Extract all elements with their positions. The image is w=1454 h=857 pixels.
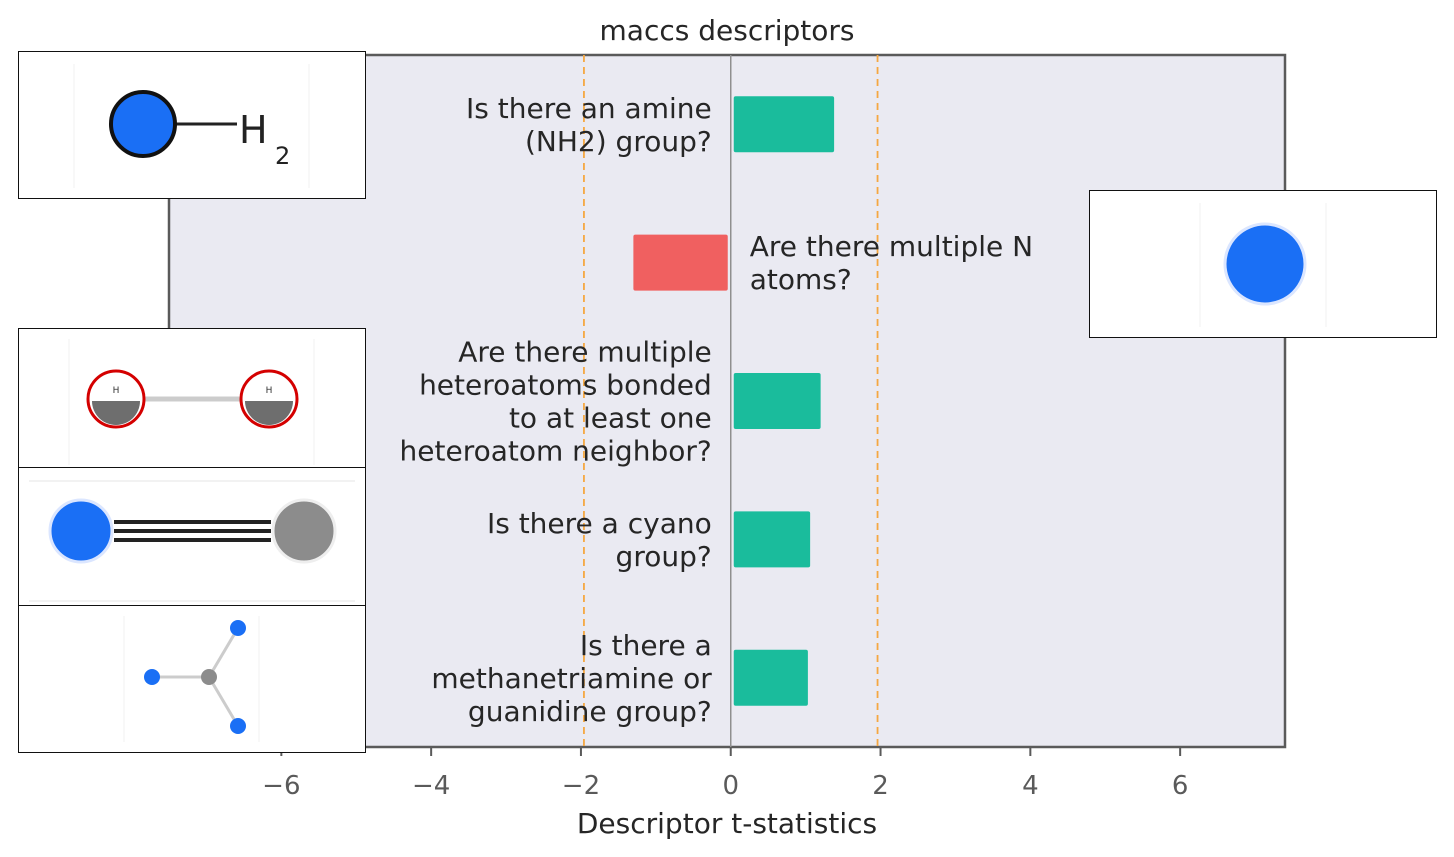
- chart-title: maccs descriptors: [600, 14, 855, 47]
- bars: [633, 96, 835, 706]
- hydrogen-atom-icon: H: [239, 369, 299, 429]
- x-axis-label: Descriptor t-statistics: [577, 807, 877, 840]
- molecule-image-nitrogen: [1089, 190, 1437, 338]
- hydrogen-atom-icon: H: [86, 369, 146, 429]
- molecule-image-cyano: [18, 467, 366, 606]
- x-tick-label: −4: [412, 771, 450, 801]
- nitrogen-atom-icon: [48, 498, 114, 564]
- hydrogen-label-right: H: [266, 386, 273, 396]
- nitrogen-atom-icon: [1223, 222, 1307, 306]
- hydrogen-label: H: [239, 108, 268, 152]
- x-axis-ticks: −6 −4 −2 0 2 4 6: [262, 747, 1188, 801]
- carbon-atom-icon: [201, 669, 217, 685]
- nitrogen-atom-icon: [109, 90, 177, 158]
- bar: [733, 511, 811, 568]
- x-tick-label: 6: [1172, 771, 1189, 801]
- bar-label: Is there a methanetriamine or guanidine gr…: [431, 629, 712, 728]
- bar: [633, 234, 728, 291]
- bar-label: Are there multiple heteroatoms bonded to a…: [400, 336, 712, 468]
- x-tick-label: −2: [562, 771, 600, 801]
- bar: [733, 373, 821, 429]
- x-tick-label: 0: [722, 771, 739, 801]
- bar-label: Is there an amine (NH2) group?: [466, 92, 712, 158]
- nitrogen-atom-icon: [230, 718, 246, 734]
- bar-label: Is there a cyano group?: [487, 507, 712, 573]
- molecule-image-amine: H 2: [18, 51, 366, 199]
- molecule-image-methanetriamine: [18, 605, 366, 753]
- molecule-image-hydrogen-pair: H H: [18, 328, 366, 469]
- x-tick-label: 4: [1022, 771, 1039, 801]
- bar: [733, 96, 835, 153]
- reference-lines: [583, 55, 879, 747]
- carbon-atom-icon: [271, 498, 337, 564]
- nitrogen-atom-icon: [144, 669, 160, 685]
- x-tick-label: 2: [872, 771, 889, 801]
- x-tick-label: −6: [262, 771, 300, 801]
- nitrogen-atom-icon: [230, 620, 246, 636]
- hydrogen-label-left: H: [113, 386, 120, 396]
- bar-labels: Is there an amine (NH2) group? Are there m…: [400, 92, 1034, 728]
- hydrogen-subscript: 2: [275, 142, 290, 170]
- bar: [733, 649, 808, 706]
